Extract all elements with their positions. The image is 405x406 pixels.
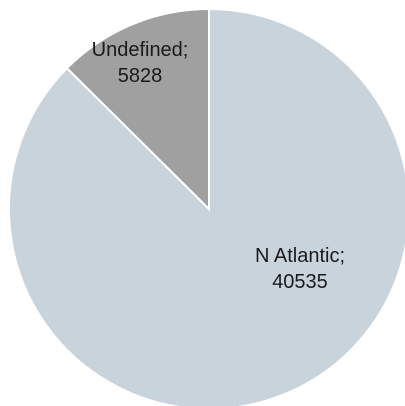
data-label-value: 5828 [118, 65, 163, 87]
data-label-value: 40535 [272, 271, 328, 293]
data-label-undefined: Undefined; 5828 [92, 39, 189, 87]
data-label-category: N Atlantic; [255, 245, 345, 267]
pie-data-labels: N Atlantic; 40535 Undefined; 5828 [92, 39, 345, 293]
pie-slice-undefined [65, 7, 210, 212]
data-label-category: Undefined; [92, 39, 189, 61]
pie-slices [8, 7, 405, 406]
data-label-n-atlantic: N Atlantic; 40535 [255, 245, 345, 293]
